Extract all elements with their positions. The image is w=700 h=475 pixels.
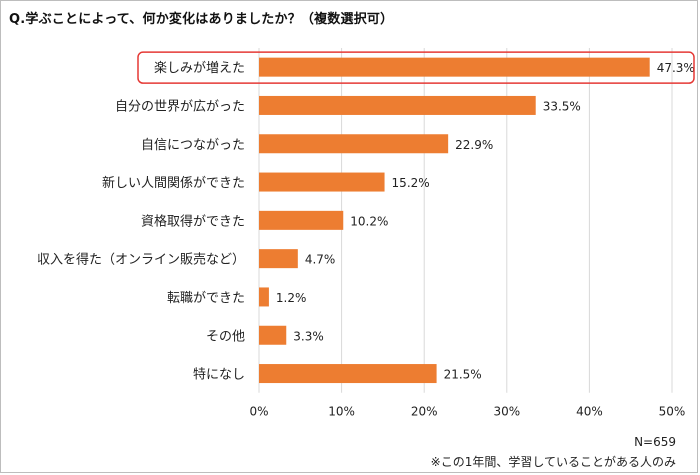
value-label: 3.3% bbox=[293, 329, 324, 343]
x-tick-label: 20% bbox=[411, 405, 438, 419]
category-label: その他 bbox=[206, 329, 245, 344]
chart-title: Q.学ぶことによって、何か変化はありましたか？（複数選択可） bbox=[9, 12, 394, 27]
bar bbox=[259, 210, 344, 230]
bar bbox=[259, 364, 437, 384]
x-tick-label: 50% bbox=[659, 405, 686, 419]
value-label: 22.9% bbox=[455, 138, 493, 152]
x-tick-label: 40% bbox=[576, 405, 603, 419]
category-label: 特になし bbox=[193, 368, 245, 383]
value-label: 10.2% bbox=[350, 214, 388, 228]
sample-size-note: N=659 bbox=[634, 435, 676, 449]
x-tick-label: 0% bbox=[249, 405, 268, 419]
value-label: 33.5% bbox=[543, 99, 581, 113]
x-tick-label: 10% bbox=[328, 405, 355, 419]
value-label: 4.7% bbox=[305, 253, 336, 267]
category-label: 資格取得ができた bbox=[141, 213, 245, 229]
bar bbox=[259, 95, 536, 115]
bar bbox=[259, 325, 287, 345]
value-label: 1.2% bbox=[276, 291, 307, 305]
category-label: 楽しみが増えた bbox=[154, 60, 245, 76]
value-label: 47.3% bbox=[657, 61, 695, 75]
footnote: ※この1年間、学習していることがある人のみ bbox=[430, 455, 676, 469]
x-tick-label: 30% bbox=[493, 405, 520, 419]
bar bbox=[259, 287, 269, 307]
bar bbox=[259, 57, 650, 77]
bar bbox=[259, 172, 385, 192]
highlight-box bbox=[137, 51, 695, 84]
value-label: 15.2% bbox=[392, 176, 430, 190]
category-label: 転職ができた bbox=[167, 291, 245, 306]
bar bbox=[259, 249, 298, 269]
value-label: 21.5% bbox=[444, 368, 482, 382]
category-label: 自信につながった bbox=[141, 138, 245, 153]
category-label: 自分の世界が広がった bbox=[115, 99, 245, 114]
category-label: 新しい人間関係ができた bbox=[102, 175, 245, 191]
category-label: 収入を得た（オンライン販売など） bbox=[37, 252, 245, 268]
bar bbox=[259, 134, 449, 154]
